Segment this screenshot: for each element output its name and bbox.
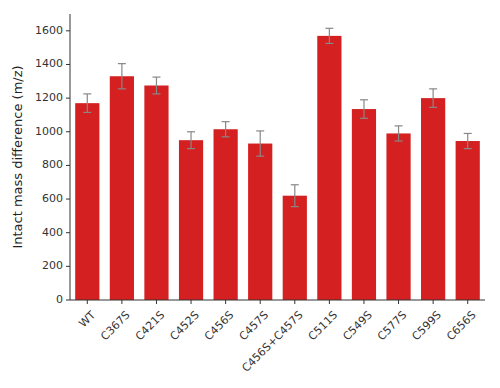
bar (352, 109, 376, 300)
y-tick (66, 165, 70, 166)
bar (179, 140, 203, 300)
y-tick (66, 98, 70, 99)
x-axis-line (70, 300, 485, 301)
x-tick-label: C577S (375, 309, 409, 343)
x-tick-label: C511S (306, 309, 340, 343)
bar (214, 129, 238, 300)
bar (248, 144, 272, 300)
bar (144, 86, 168, 301)
x-tick-label: C456S (202, 309, 236, 343)
x-tick-label: C421S (133, 309, 167, 343)
error-bar (152, 77, 160, 94)
x-tick-label: C452S (167, 309, 201, 343)
y-tick (66, 131, 70, 132)
x-tick (191, 300, 192, 304)
bar (283, 196, 307, 300)
bar (386, 133, 410, 300)
x-tick (294, 300, 295, 304)
y-tick (66, 266, 70, 267)
error-bar (360, 100, 368, 119)
error-bar (429, 89, 437, 108)
x-tick (260, 300, 261, 304)
y-tick-label: 600 (42, 192, 63, 205)
x-tick (87, 300, 88, 304)
y-tick (66, 199, 70, 200)
x-tick (363, 300, 364, 304)
y-tick (66, 64, 70, 65)
bar (456, 141, 480, 300)
y-tick-label: 1600 (35, 24, 63, 37)
y-tick-label: 1200 (35, 91, 63, 104)
error-bar (83, 94, 91, 113)
y-tick (66, 300, 70, 301)
x-tick (156, 300, 157, 304)
y-tick-label: 200 (42, 259, 63, 272)
x-tick (225, 300, 226, 304)
x-tick (433, 300, 434, 304)
x-tick (329, 300, 330, 304)
y-tick-label: 800 (42, 158, 63, 171)
x-tick-label: C599S (409, 309, 443, 343)
error-bar (325, 28, 333, 43)
bar (317, 36, 341, 300)
x-tick (398, 300, 399, 304)
y-tick (66, 30, 70, 31)
y-axis-line (70, 14, 71, 300)
y-tick (66, 232, 70, 233)
bar (421, 98, 445, 300)
x-tick (467, 300, 468, 304)
y-tick-label: 1000 (35, 125, 63, 138)
error-bar (222, 122, 230, 137)
error-bar (291, 185, 299, 207)
x-tick-label: C367S (98, 309, 132, 343)
y-tick-label: 1400 (35, 57, 63, 70)
error-bar (187, 132, 195, 149)
y-axis-label: Intact mass difference (m/z) (10, 65, 25, 248)
error-bar (395, 126, 403, 141)
bar (110, 76, 134, 300)
y-tick-label: 400 (42, 226, 63, 239)
x-tick-label: C456S+C457S (239, 309, 305, 375)
x-tick (121, 300, 122, 304)
bar (75, 103, 99, 300)
error-bar (118, 64, 126, 89)
error-bar (256, 131, 264, 156)
x-tick-label: WT (76, 308, 98, 330)
plot-area (75, 28, 480, 300)
chart: 0 200 400 600 800 1000 1200 1400 1600 WTC367SC421… (0, 0, 500, 388)
x-tick-label: C549S (340, 309, 374, 343)
y-tick-label: 0 (56, 293, 63, 306)
error-bar (464, 133, 472, 148)
x-tick-label: C656S (444, 309, 478, 343)
